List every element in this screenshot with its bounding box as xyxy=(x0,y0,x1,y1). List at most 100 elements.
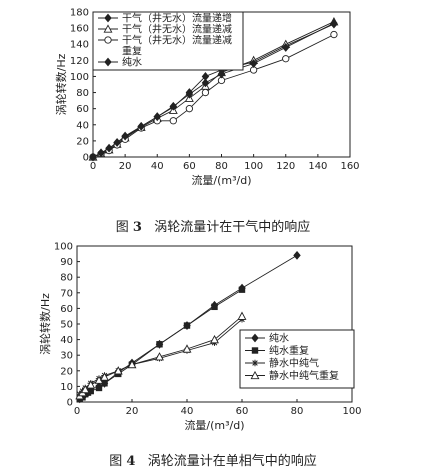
data-point xyxy=(80,384,90,394)
data-point xyxy=(293,250,301,260)
x-tick-label: 140 xyxy=(308,161,327,172)
y-tick-label: 20 xyxy=(76,136,89,147)
data-point xyxy=(185,105,194,113)
data-point xyxy=(330,18,338,28)
x-tick-label: 0 xyxy=(74,406,80,417)
y-tick-label: 160 xyxy=(70,24,89,35)
y-axis-label: 涡轮转数/Hz xyxy=(38,293,52,355)
caption-number: 3 xyxy=(132,220,142,235)
data-point xyxy=(155,352,164,361)
y-tick-label: 100 xyxy=(54,242,73,253)
legend-marker xyxy=(104,36,112,44)
data-point xyxy=(121,131,129,141)
y-tick-label: 90 xyxy=(60,257,73,268)
data-point xyxy=(95,384,103,392)
data-point xyxy=(249,59,258,68)
data-point xyxy=(156,341,163,348)
data-point xyxy=(182,344,192,353)
y-tick-label: 40 xyxy=(76,120,89,131)
data-point xyxy=(183,322,191,329)
caption-number: 4 xyxy=(126,454,136,469)
x-axis-label: 流量/(m³/d) xyxy=(191,173,251,187)
y-tick-label: 20 xyxy=(60,366,73,377)
figure-4: 0 20 40 60 80 100 0 10 20 30 40 50 60 70 80 90 100 流量/(m³… xyxy=(0,240,426,440)
y-tick-label: 70 xyxy=(60,288,73,299)
legend-entry-2: 干气（井无水）流量递减 xyxy=(122,23,232,36)
data-point xyxy=(127,359,137,369)
data-point xyxy=(153,112,161,122)
legend-entry-4: 纯水 xyxy=(122,56,142,69)
data-point xyxy=(282,43,290,52)
legend-entry-1: 纯水 xyxy=(269,332,289,345)
legend-entry-3: 重复 xyxy=(122,45,142,58)
chart-dry-gas-response: 0 20 40 60 80 100 120 140 160 0 20 40 60 80 100 120 140 1… xyxy=(54,8,360,188)
data-point xyxy=(100,372,109,381)
x-axis-label: 流量/(m³/d) xyxy=(184,418,244,432)
data-point xyxy=(169,101,178,111)
y-tick-label: 180 xyxy=(70,8,89,19)
data-point xyxy=(89,152,97,162)
x-tick-label: 80 xyxy=(291,406,304,417)
y-tick-label: 60 xyxy=(76,104,89,115)
x-tick-label: 60 xyxy=(183,161,196,172)
data-point xyxy=(101,380,108,387)
series-2 xyxy=(76,286,246,403)
data-point xyxy=(113,366,123,375)
x-tick-label: 20 xyxy=(126,406,139,417)
legend-entry-3: 静水中纯气 xyxy=(269,357,319,370)
legend-marker xyxy=(251,347,259,354)
x-tick-label: 0 xyxy=(90,161,96,172)
y-tick-label: 80 xyxy=(76,88,89,99)
y-tick-label: 0 xyxy=(83,153,89,164)
data-point xyxy=(217,69,226,79)
legend-marker xyxy=(251,359,259,367)
caption-text: 涡轮流量计在干气中的响应 xyxy=(154,220,311,235)
data-point xyxy=(210,334,219,344)
y-tick-label: 80 xyxy=(60,273,73,284)
legend-marker xyxy=(103,24,113,33)
y-tick-label: 0 xyxy=(67,398,73,409)
data-point xyxy=(86,380,96,389)
y-tick-label: 30 xyxy=(60,351,73,362)
legend-entry-3: 干气（井无水）流量递减 xyxy=(122,34,232,47)
data-point xyxy=(201,88,210,97)
y-axis-label: 涡轮转数/Hz xyxy=(54,53,68,115)
x-tick-label: 40 xyxy=(181,406,194,417)
x-tick-label: 160 xyxy=(340,161,359,172)
x-tick-label: 120 xyxy=(276,161,295,172)
data-point xyxy=(169,117,177,125)
figure-3-caption: 图 3 涡轮流量计在干气中的响应 xyxy=(0,216,426,235)
data-point xyxy=(282,55,290,63)
data-point xyxy=(87,387,94,395)
x-tick-label: 80 xyxy=(215,161,228,172)
legend-marker xyxy=(251,333,259,343)
y-tick-label: 140 xyxy=(70,40,89,51)
y-tick-label: 100 xyxy=(70,72,89,83)
legend-marker xyxy=(104,13,112,23)
data-point xyxy=(97,148,105,158)
figure-3: 0 20 40 60 80 100 120 140 160 0 20 40 60 80 100 120 140 1… xyxy=(0,0,426,220)
data-point xyxy=(113,138,121,147)
legend-entry-1: 干气（井无水）流量递增 xyxy=(122,12,232,25)
y-tick-label: 10 xyxy=(60,382,73,393)
legend-entry-4: 静水中纯气重复 xyxy=(269,369,339,382)
data-point xyxy=(238,286,246,293)
series-4 xyxy=(75,311,247,400)
legend-box xyxy=(92,11,244,71)
figure-4-caption: 图 4 涡轮流量计在单相气中的响应 xyxy=(0,450,426,469)
y-tick-label: 40 xyxy=(60,335,73,346)
data-point xyxy=(237,311,247,320)
x-tick-label: 100 xyxy=(244,161,263,172)
legend-marker xyxy=(250,370,260,380)
series-4 xyxy=(89,18,338,162)
caption-prefix: 图 xyxy=(109,454,123,469)
data-point xyxy=(105,143,113,153)
data-point xyxy=(330,30,338,39)
caption-text: 涡轮流量计在单相气中的响应 xyxy=(147,454,317,469)
caption-prefix: 图 xyxy=(115,220,129,235)
legend-marker xyxy=(104,57,112,67)
data-point xyxy=(185,89,194,99)
x-tick-label: 40 xyxy=(151,161,164,172)
